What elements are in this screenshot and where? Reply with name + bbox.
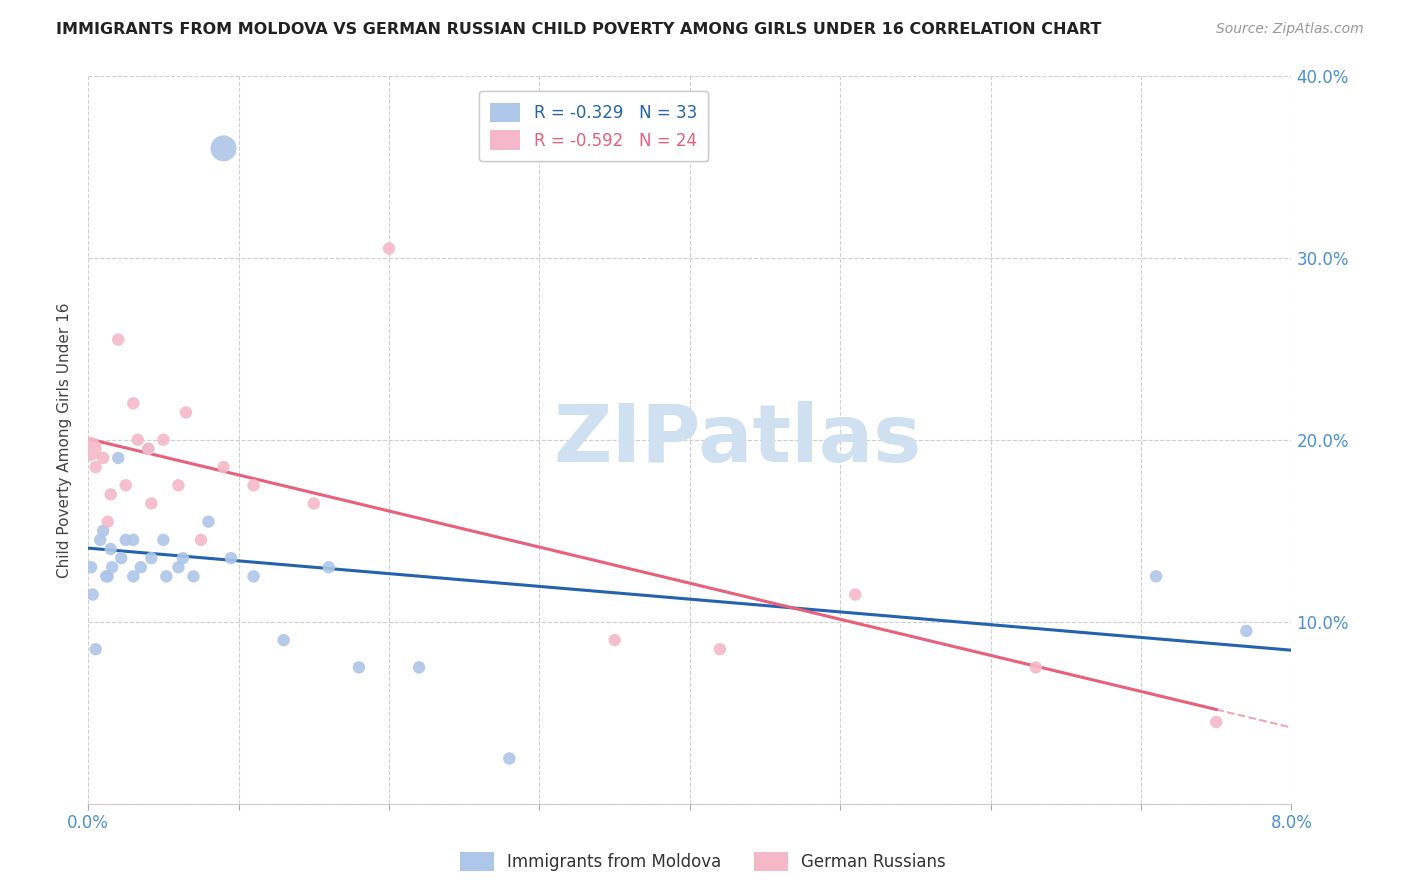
Point [167, 560, 190, 574]
Point [97, 569, 120, 583]
Point [498, 751, 520, 765]
Point [603, 633, 626, 648]
Point [709, 642, 731, 657]
Point [318, 560, 340, 574]
Point [844, 588, 866, 602]
Point [167, 478, 190, 492]
Point [91, 524, 114, 538]
Point [302, 496, 325, 510]
Point [152, 533, 174, 547]
Point [1025, 660, 1047, 674]
Point [174, 405, 197, 419]
Point [190, 533, 212, 547]
Point [378, 242, 401, 256]
Point [197, 515, 219, 529]
Legend: R = -0.329   N = 33, R = -0.592   N = 24: R = -0.329 N = 33, R = -0.592 N = 24 [478, 91, 709, 161]
Point [172, 551, 194, 566]
Point [183, 569, 205, 583]
Point [114, 533, 136, 547]
Point [129, 560, 152, 574]
Point [122, 533, 145, 547]
Point [96, 569, 118, 583]
Point [91, 450, 114, 465]
Point [97, 515, 120, 529]
Point [127, 433, 149, 447]
Point [107, 450, 129, 465]
Point [1205, 714, 1227, 729]
Point [84, 642, 107, 657]
Point [122, 396, 145, 410]
Point [408, 660, 430, 674]
Point [80, 560, 103, 574]
Point [242, 478, 264, 492]
Point [212, 141, 235, 155]
Point [100, 487, 122, 501]
Text: ZIPatlas: ZIPatlas [554, 401, 922, 479]
Point [100, 541, 122, 556]
Y-axis label: Child Poverty Among Girls Under 16: Child Poverty Among Girls Under 16 [58, 302, 72, 577]
Point [273, 633, 295, 648]
Point [347, 660, 370, 674]
Text: Source: ZipAtlas.com: Source: ZipAtlas.com [1216, 22, 1364, 37]
Point [110, 551, 132, 566]
Point [155, 569, 177, 583]
Point [89, 533, 111, 547]
Point [136, 442, 159, 456]
Point [219, 551, 242, 566]
Point [141, 496, 163, 510]
Point [242, 569, 264, 583]
Point [114, 478, 136, 492]
Point [79, 442, 101, 456]
Text: IMMIGRANTS FROM MOLDOVA VS GERMAN RUSSIAN CHILD POVERTY AMONG GIRLS UNDER 16 COR: IMMIGRANTS FROM MOLDOVA VS GERMAN RUSSIA… [56, 22, 1102, 37]
Point [107, 333, 129, 347]
Point [152, 433, 174, 447]
Point [101, 560, 124, 574]
Point [1144, 569, 1167, 583]
Legend: Immigrants from Moldova, German Russians: Immigrants from Moldova, German Russians [451, 843, 955, 880]
Point [1234, 624, 1257, 638]
Point [82, 588, 104, 602]
Point [141, 551, 163, 566]
Point [122, 569, 145, 583]
Point [84, 460, 107, 475]
Point [136, 442, 159, 456]
Point [212, 460, 235, 475]
